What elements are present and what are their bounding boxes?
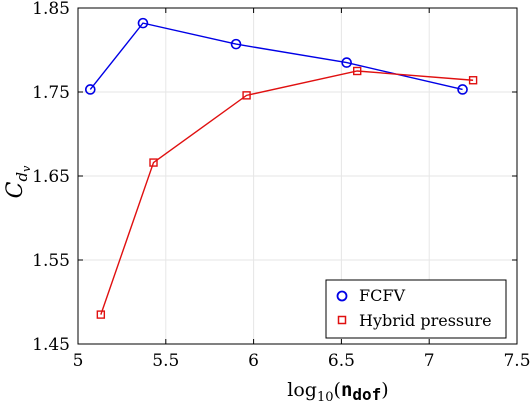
- legend-marker-hybrid: [337, 315, 347, 325]
- legend: FCFV Hybrid pressure: [325, 279, 507, 339]
- x-tick-label: 6.5: [328, 351, 355, 371]
- data-point: [242, 91, 251, 100]
- x-label-prefix: log: [287, 379, 317, 401]
- x-label-var: n: [341, 379, 352, 401]
- data-point: [457, 84, 468, 95]
- x-label-open: (: [334, 379, 341, 401]
- tick-labels: 5 5.5 6 6.5 7 7.5 1.45 1.55 1.65 1.75 1.85: [32, 0, 530, 371]
- data-point: [137, 17, 149, 29]
- data-point: [149, 158, 158, 167]
- x-tick-label: 6: [248, 351, 259, 371]
- data-point: [468, 76, 478, 85]
- series-layer: [84, 17, 478, 319]
- y-tick-label: 1.85: [32, 0, 70, 19]
- x-label-close: ): [381, 379, 388, 401]
- x-tick-label: 5.5: [152, 351, 179, 371]
- x-axis-label: log10(ndof): [287, 379, 388, 405]
- x-tick-label: 5: [73, 351, 84, 371]
- data-point: [230, 38, 242, 50]
- y-axis-label: Cdv: [3, 165, 33, 198]
- y-label-sub: d: [13, 172, 31, 182]
- ticks: [77, 7, 518, 345]
- y-label-subsub: v: [20, 165, 33, 172]
- series-line: [89, 22, 463, 91]
- y-tick-label: 1.45: [32, 335, 70, 355]
- legend-marker-fcfv: [336, 290, 348, 302]
- x-tick-label: 7: [424, 351, 435, 371]
- legend-label-hybrid: Hybrid pressure: [359, 311, 492, 330]
- legend-box: [325, 279, 507, 339]
- series-line: [100, 70, 474, 315]
- y-tick-label: 1.65: [32, 167, 70, 187]
- series-hybrid-pressure: [96, 66, 478, 319]
- legend-label-fcfv: FCFV: [359, 286, 405, 305]
- data-point: [96, 310, 106, 319]
- x-tick-label: 7.5: [503, 351, 530, 371]
- x-label-var-sub: dof: [352, 385, 381, 404]
- y-label-main: C: [3, 181, 28, 198]
- y-tick-label: 1.55: [32, 251, 70, 271]
- series-fcfv: [84, 17, 468, 95]
- data-point: [353, 66, 362, 76]
- x-label-sub: 10: [317, 390, 334, 405]
- data-point: [84, 84, 96, 95]
- y-tick-label: 1.75: [32, 83, 70, 103]
- data-point: [341, 57, 352, 68]
